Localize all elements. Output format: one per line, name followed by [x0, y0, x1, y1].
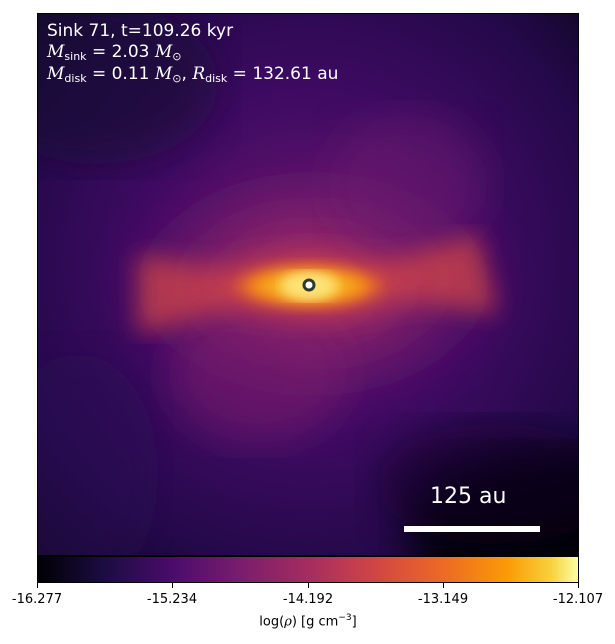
sink-mass-label: Msink = 2.03 M⊙ [47, 42, 182, 63]
colorbar-tick [172, 583, 173, 588]
scale-bar-label: 125 au [430, 484, 507, 509]
colorbar-tick [578, 583, 579, 588]
colorbar-label: log(ρ) [g cm−3] [259, 613, 357, 630]
colorbar-tick [443, 583, 444, 588]
scale-bar [404, 526, 540, 532]
colorbar-tick-label: -14.192 [282, 592, 334, 607]
colorbar-tick [37, 583, 38, 588]
colorbar-tick-label: -12.107 [552, 592, 604, 607]
colorbar [37, 556, 579, 583]
density-map-image [38, 14, 578, 555]
colorbar-tick-label: -16.277 [11, 592, 63, 607]
colorbar-tick-label: -15.234 [146, 592, 198, 607]
density-map-panel: Sink 71, t=109.26 kyr Msink = 2.03 M⊙ Md… [37, 13, 579, 556]
sink-marker [302, 278, 316, 292]
colorbar-tick [308, 583, 309, 588]
disk-mass-radius-label: Mdisk = 0.11 M⊙, Rdisk = 132.61 au [47, 64, 339, 85]
sink-time-label: Sink 71, t=109.26 kyr [47, 21, 234, 41]
colorbar-tick-label: -13.149 [417, 592, 469, 607]
